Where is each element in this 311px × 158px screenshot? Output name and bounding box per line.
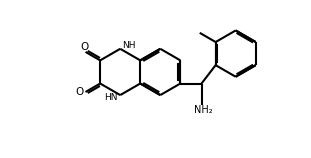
Text: O: O bbox=[75, 87, 83, 97]
Text: O: O bbox=[80, 42, 88, 52]
Text: NH₂: NH₂ bbox=[194, 105, 212, 115]
Text: NH: NH bbox=[123, 42, 136, 50]
Text: HN: HN bbox=[104, 93, 118, 102]
